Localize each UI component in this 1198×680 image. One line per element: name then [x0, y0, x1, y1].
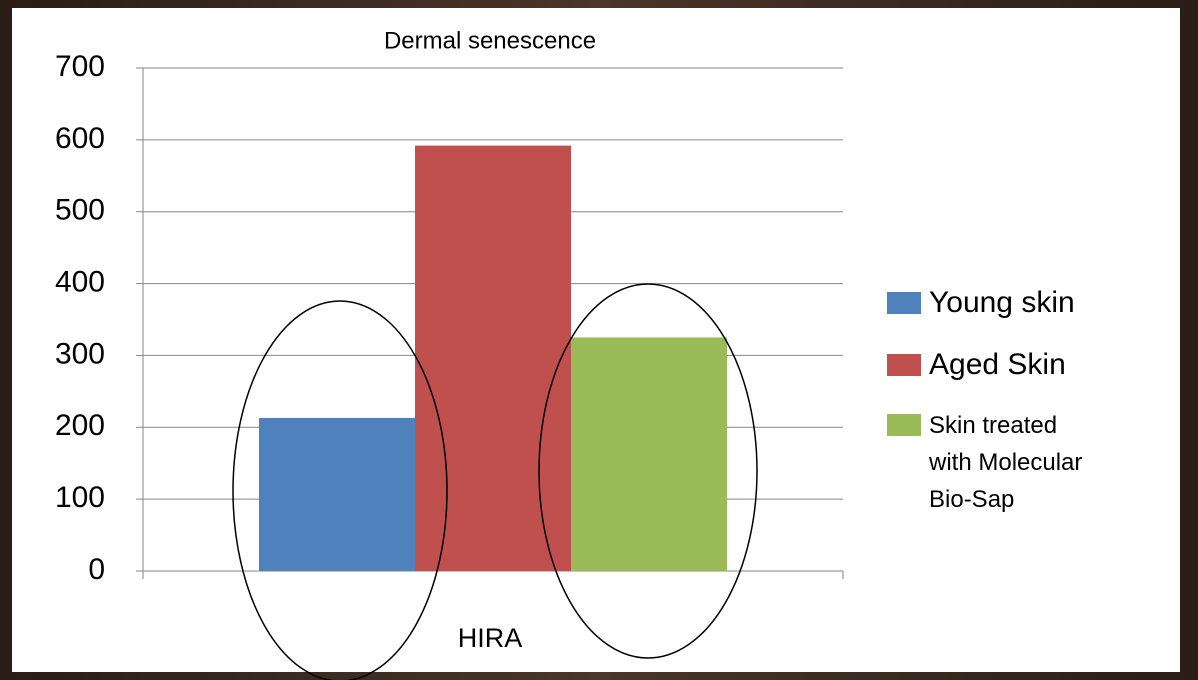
- annotation-ellipse: [232, 300, 448, 680]
- y-tick-label: 400: [55, 265, 105, 298]
- y-tick-label: 600: [55, 122, 105, 155]
- legend-entry: Skin treated with Molecular Bio-Sap: [887, 407, 1177, 518]
- annotation-ellipse: [538, 283, 758, 659]
- bar: [415, 145, 571, 571]
- legend-label: Young skin: [929, 286, 1075, 319]
- x-tick-label: HIRA: [458, 623, 523, 653]
- y-tick-label: 700: [55, 50, 105, 83]
- bar: [259, 417, 415, 571]
- y-tick-label: 0: [88, 553, 105, 586]
- legend-entry: Young skin: [887, 283, 1177, 323]
- legend-swatch: [887, 354, 921, 376]
- y-tick-label: 200: [55, 409, 105, 442]
- legend-swatch: [887, 292, 921, 314]
- y-tick-label: 300: [55, 337, 105, 370]
- legend-label: Aged Skin: [929, 348, 1066, 381]
- legend-label: Skin treated with Molecular Bio-Sap: [929, 412, 1083, 513]
- y-tick-label: 500: [55, 194, 105, 227]
- y-tick-label: 100: [55, 481, 105, 514]
- legend-entry: Aged Skin: [887, 345, 1177, 385]
- chart-title: Dermal senescence: [384, 27, 596, 54]
- plot: 0 100 200 300 400 500 600 700 HIRA: [55, 50, 844, 653]
- legend-swatch: [887, 414, 921, 436]
- bar: [571, 337, 727, 571]
- legend: Young skin Aged Skin Skin treated with Mol…: [887, 283, 1177, 540]
